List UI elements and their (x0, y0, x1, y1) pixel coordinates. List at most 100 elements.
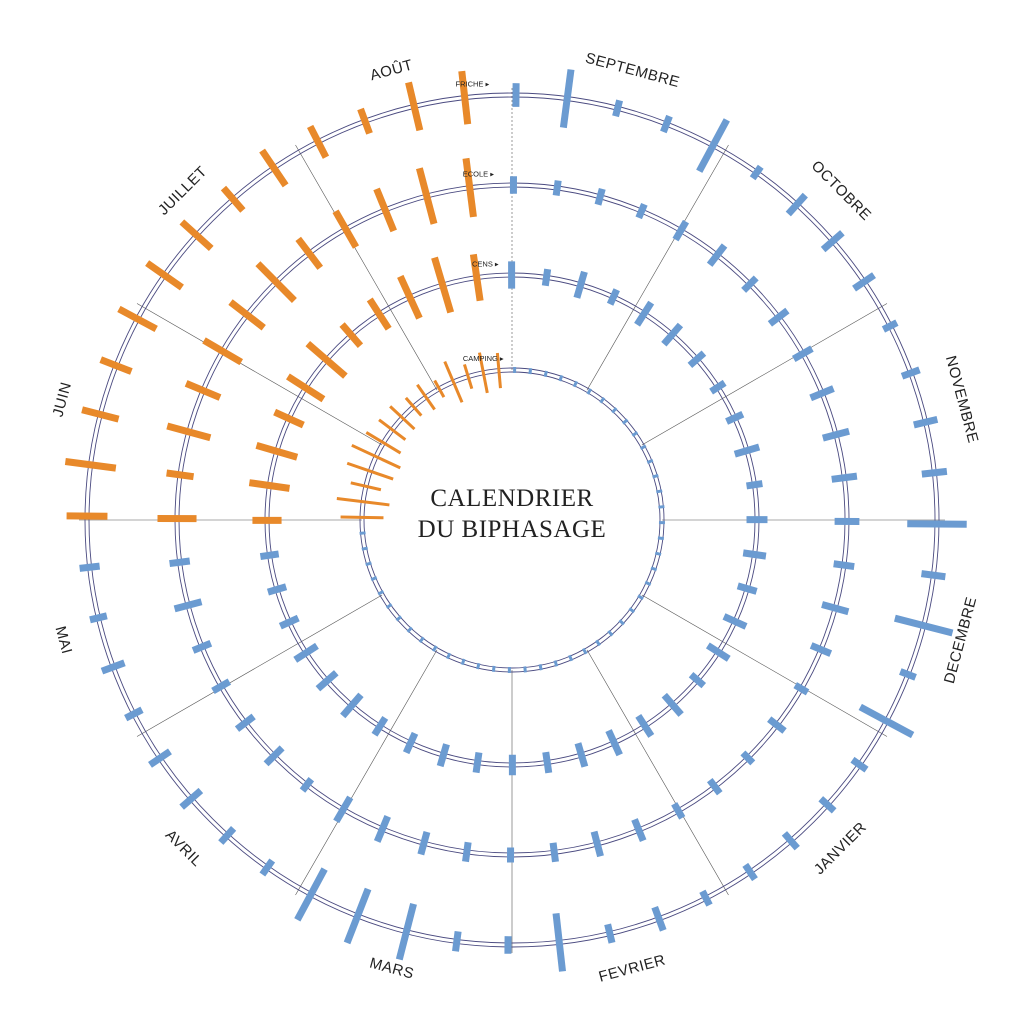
summer-bar (469, 253, 484, 302)
activity-bar (541, 268, 552, 287)
activity-bar (436, 743, 450, 768)
activity-bar (907, 520, 967, 528)
activity-bar (523, 666, 527, 673)
activity-bar (607, 629, 614, 637)
activity-bar (637, 594, 644, 601)
month-label: AVRIL (162, 827, 206, 871)
title-line-2: DU BIPHASAGE (418, 516, 607, 543)
activity-bar (646, 458, 654, 464)
summer-bar (373, 187, 397, 233)
activity-bar (635, 202, 648, 220)
activity-bar (820, 230, 845, 253)
ring-labels: CAMPING ▸ CENS ▸ ECOLE ▸ FRICHE ▸ (456, 80, 504, 364)
activity-bar (650, 566, 658, 572)
month-label: MAI (52, 624, 76, 656)
summer-bar (179, 219, 214, 252)
summer-bar (145, 260, 184, 291)
activity-bar (881, 319, 899, 333)
activity-bar (462, 841, 472, 863)
summer-bar (255, 442, 299, 461)
activity-bar (417, 831, 431, 856)
activity-bar (402, 731, 419, 755)
activity-bar (706, 777, 723, 796)
activity-bar (852, 272, 876, 292)
activity-bar (476, 662, 481, 670)
activity-bar (418, 636, 425, 644)
month-label: NOVEMBRE (942, 354, 982, 445)
summer-bar (365, 431, 402, 455)
summer-bar (351, 443, 401, 470)
activity-bar (491, 665, 496, 673)
activity-bar (333, 795, 354, 824)
activity-bar (406, 626, 413, 633)
activity-bar (89, 612, 108, 624)
activity-bar (688, 672, 707, 689)
activity-bar (552, 180, 562, 197)
summer-bar (357, 107, 373, 135)
month-divider (586, 649, 729, 896)
activity-bar (634, 300, 655, 327)
summer-bar (184, 380, 222, 401)
summer-bar (336, 497, 390, 507)
ring-inner-line (363, 371, 661, 669)
summer-bar (346, 461, 394, 481)
month-dividers (79, 87, 945, 953)
activity-bar (920, 570, 946, 581)
activity-bar (899, 668, 917, 681)
summer-bar (259, 148, 289, 188)
activity-bar (658, 505, 665, 509)
activity-bar (635, 713, 655, 738)
month-label: JUIN (50, 380, 76, 419)
summer-bar (202, 337, 244, 366)
activity-bar (586, 388, 593, 395)
ring-outer-line (359, 367, 665, 673)
activity-bar (385, 603, 393, 609)
summer-bar (405, 81, 424, 132)
activity-bar (921, 467, 948, 478)
summer-bar (255, 261, 297, 303)
activity-bar (606, 288, 620, 306)
activity-bar (572, 380, 579, 388)
activity-bar (377, 589, 385, 596)
activity-bar (574, 742, 589, 768)
activity-bar (742, 862, 758, 882)
activity-bar (452, 931, 462, 952)
ring-label-cens: CENS ▸ (472, 259, 499, 268)
activity-bar (791, 345, 814, 363)
activity-bar (594, 187, 606, 206)
activity-bar (299, 777, 315, 793)
summer-bar (286, 373, 326, 403)
activity-bar (913, 415, 939, 429)
month-label: SEPTEMBRE (583, 50, 681, 92)
summer-bar (64, 458, 117, 472)
month-label: FEVRIER (597, 952, 668, 986)
activity-bar (234, 713, 256, 732)
activity-bar (893, 614, 954, 637)
summer-bar (332, 209, 360, 249)
summer-bar (458, 70, 472, 125)
ring-label-camping: CAMPING ▸ (463, 354, 504, 363)
activity-bar (590, 830, 604, 858)
activity-bar (699, 889, 713, 907)
activity-bar (741, 275, 759, 293)
activity-bar (639, 444, 647, 451)
activity-bar (749, 164, 764, 181)
activity-bar (259, 858, 276, 877)
activity-bar (559, 69, 575, 129)
activity-bar (542, 751, 553, 774)
activity-bar (652, 473, 659, 479)
summer-bar (416, 167, 438, 225)
activity-bar (549, 842, 559, 863)
month-label: JUILLET (155, 163, 211, 219)
summer-bar (307, 124, 330, 159)
activity-bar (573, 270, 588, 299)
ring-outer-line (84, 92, 940, 948)
activity-bar (543, 370, 548, 378)
activity-bar (169, 557, 191, 568)
summer-bar (416, 383, 436, 411)
summer-bar (378, 418, 407, 441)
activity-bar (211, 678, 232, 694)
activity-bar (581, 647, 588, 655)
center-title: CALENDRIER DU BIPHASAGE (418, 485, 607, 543)
